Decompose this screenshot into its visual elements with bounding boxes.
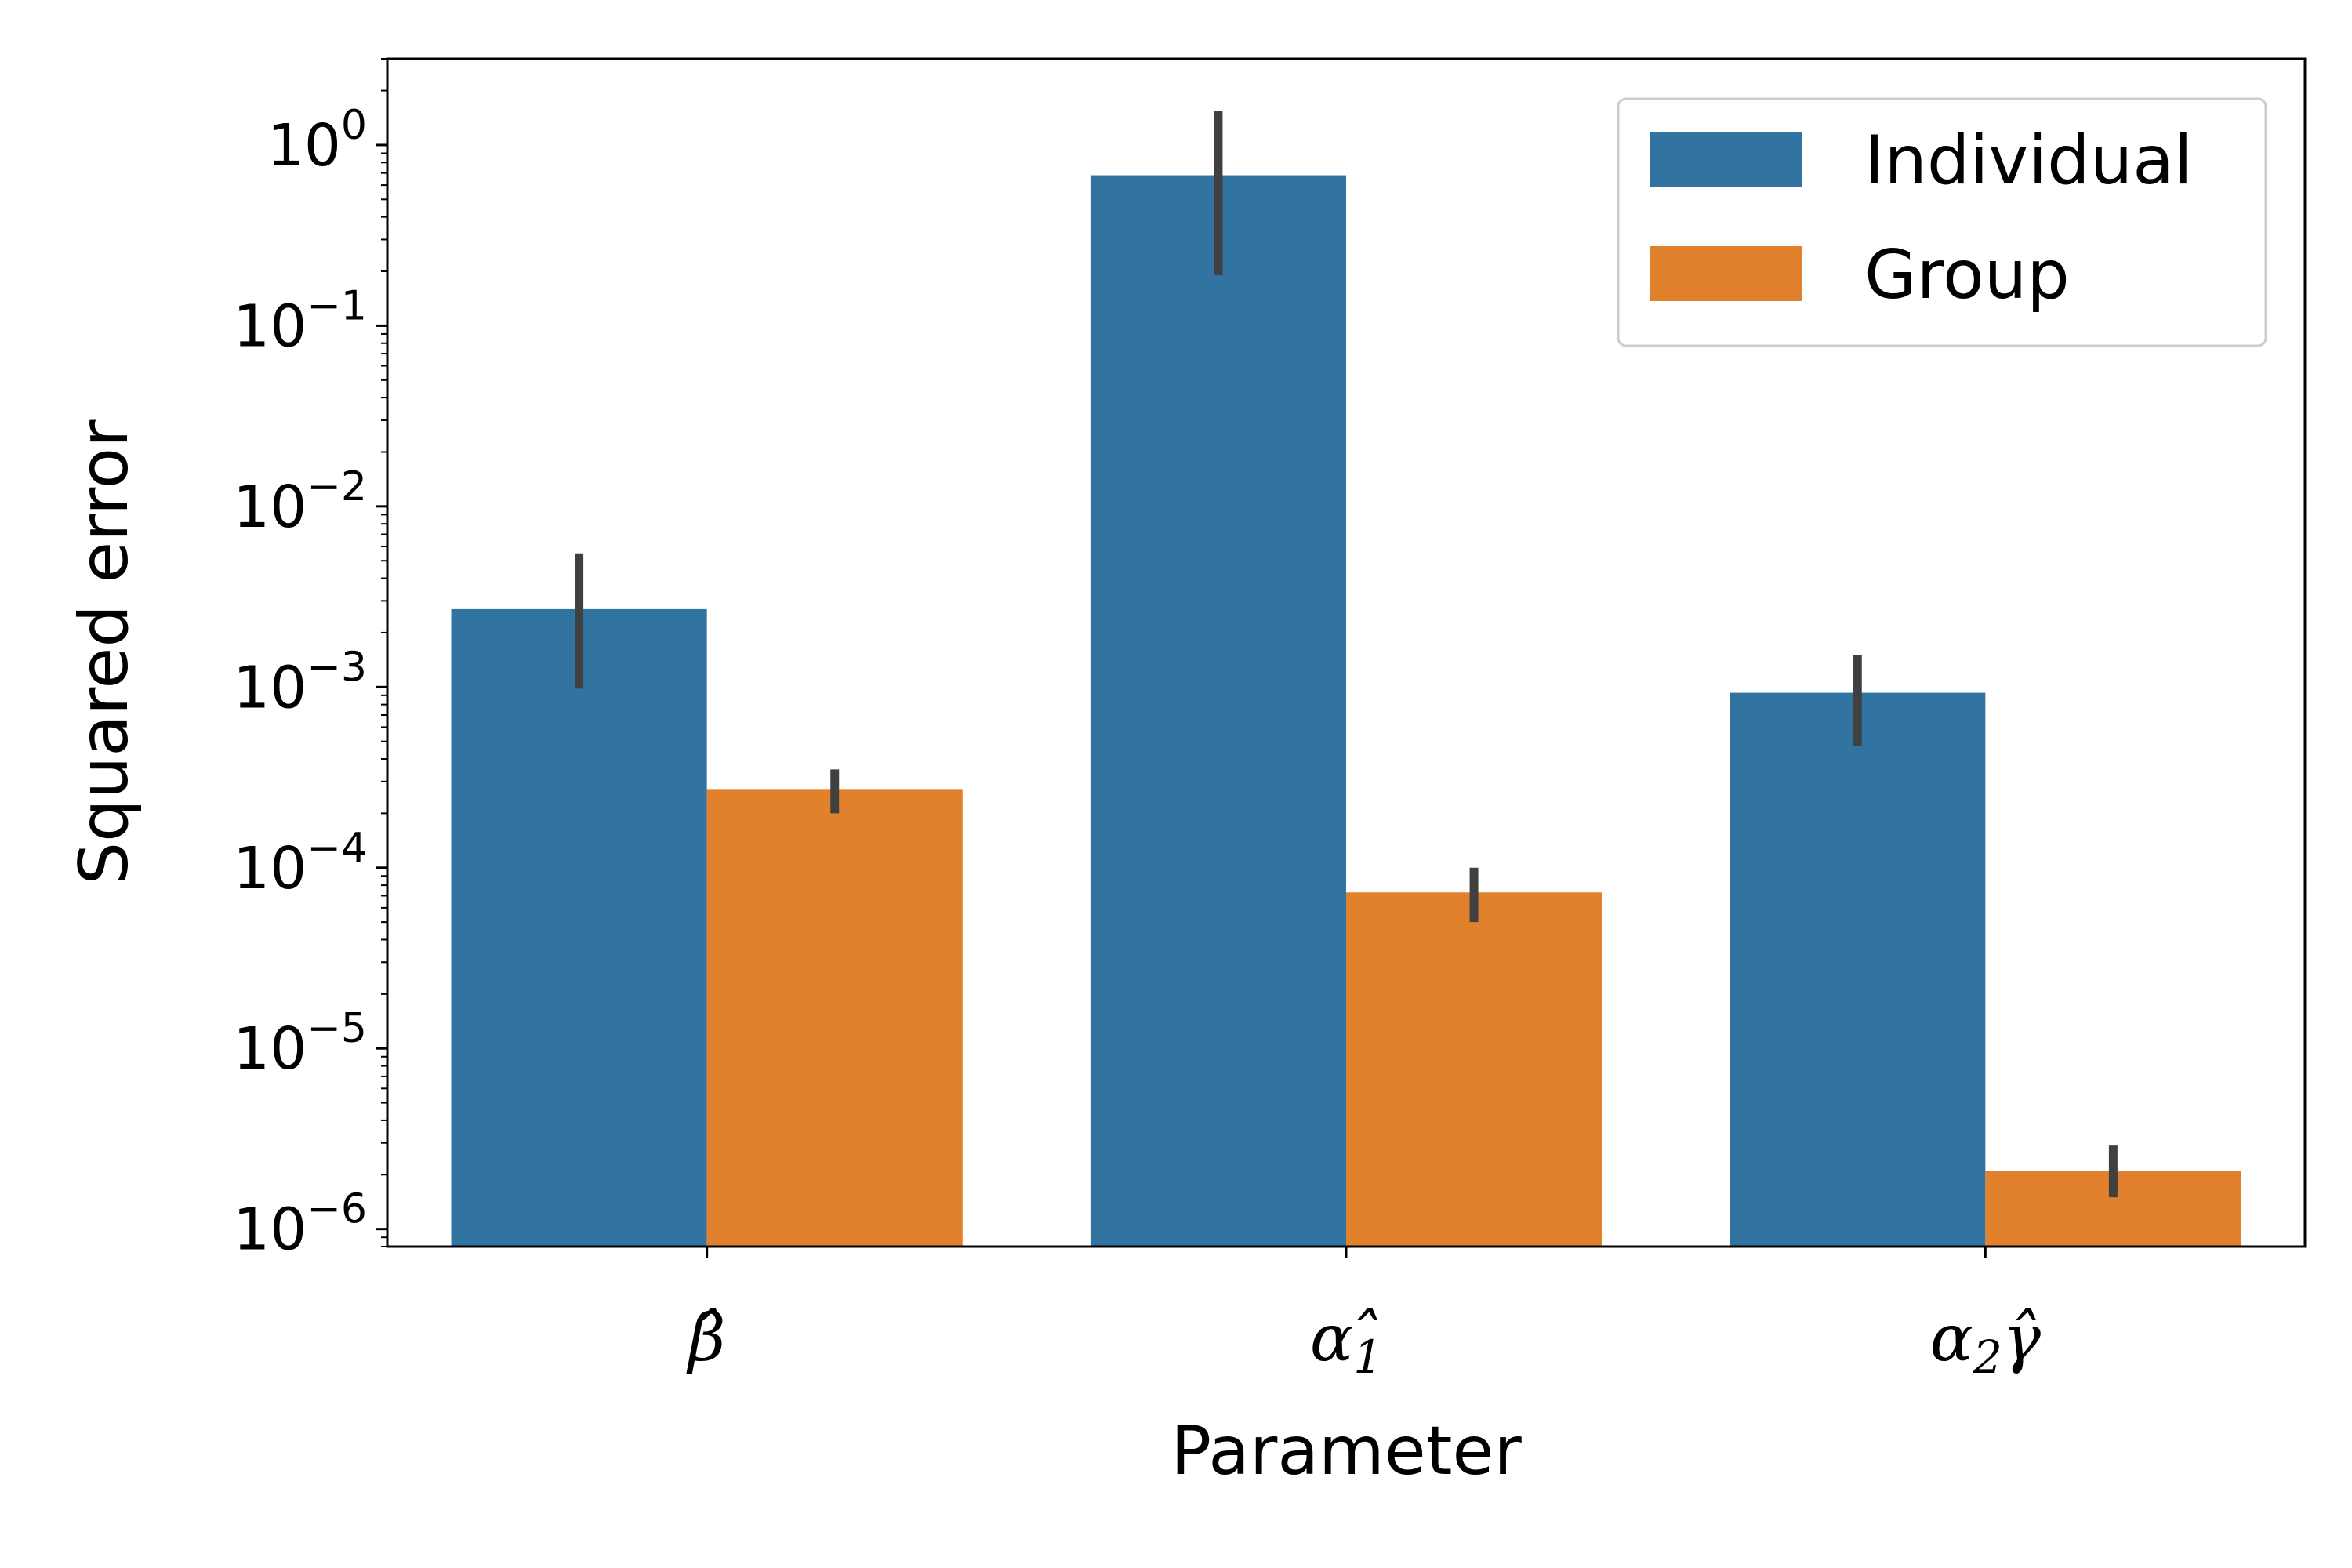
legend-swatch-group [1650,246,1802,301]
y-tick-label: 10−6 [233,1186,367,1264]
y-tick-label-exponent: −6 [307,1186,367,1233]
bar-individual-0 [451,608,707,1247]
legend: Individual Group [1617,97,2267,347]
x-axis-title: Parameter [1171,1412,1522,1490]
y-tick-label-base: 10 [233,292,307,360]
bar-individual-1 [1090,175,1346,1247]
y-tick-label: 10−4 [233,825,367,902]
x-axis: β̂α1̂α2γ̂ [686,1247,2042,1384]
bar-group-0 [706,789,963,1247]
x-tick-label-subscript: 1 [1353,1330,1382,1384]
y-tick-label-base: 10 [233,654,307,721]
y-tick-label-exponent: −5 [307,1005,367,1052]
y-tick-label-base: 10 [267,112,341,180]
y-tick-label-exponent: −3 [307,644,367,691]
x-tick-label-subscript: 2 [1973,1330,2002,1384]
bars-layer [451,175,2241,1247]
legend-label-individual: Individual [1864,122,2193,200]
y-tick-label: 10−5 [233,1005,367,1083]
y-tick-label-base: 10 [233,474,307,541]
y-tick-label: 100 [267,102,367,180]
y-tick-label: 10−3 [233,644,367,721]
y-tick-label-exponent: −1 [307,282,367,329]
y-tick-label-base: 10 [233,1015,307,1083]
bar-group-1 [1346,892,1602,1247]
y-tick-label-exponent: 0 [341,102,367,149]
x-tick-label-tail: ̂ [1357,1308,1377,1320]
legend-swatch-individual [1650,132,1802,187]
x-tick-label: α1̂ [1310,1301,1382,1384]
x-tick-label-main: α [1930,1301,1973,1376]
legend-label-group: Group [1864,236,2070,314]
y-axis-title: Squared error [65,419,143,885]
y-tick-label-base: 10 [233,1196,307,1264]
bar-individual-2 [1730,692,1986,1247]
y-tick-label: 10−1 [233,282,367,360]
x-tick-label-tail: γ̂ [2002,1301,2042,1376]
y-tick-label-exponent: −4 [307,825,367,872]
y-tick-label-exponent: −2 [307,463,367,510]
x-tick-label: α2γ̂ [1930,1301,2042,1384]
x-tick-label-main: α [1310,1301,1353,1376]
x-tick-label: β̂ [686,1301,725,1376]
errorbars-layer [575,111,2118,1198]
y-tick-label-base: 10 [233,835,307,902]
y-tick-label: 10−2 [233,463,367,541]
x-tick-label-main: β̂ [686,1301,725,1376]
